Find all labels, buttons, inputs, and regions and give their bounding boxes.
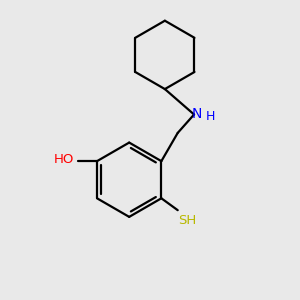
Text: N: N <box>192 106 202 121</box>
Text: SH: SH <box>178 214 197 227</box>
Text: HO: HO <box>54 153 74 166</box>
Text: H: H <box>206 110 215 123</box>
